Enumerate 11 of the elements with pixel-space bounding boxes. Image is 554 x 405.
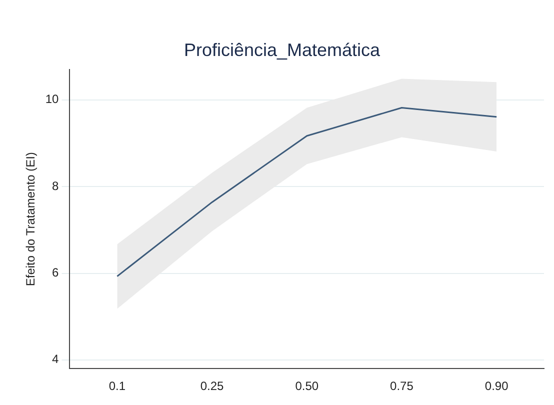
y-tick-label: 4 bbox=[52, 352, 60, 366]
y-tick-label: 8 bbox=[52, 178, 60, 193]
x-tick-label: 0.50 bbox=[295, 379, 319, 394]
y-axis-title: Efeito do Tratamento (EI) bbox=[24, 152, 38, 286]
y-tick-label: 6 bbox=[52, 266, 60, 280]
y-tick-label: 10 bbox=[45, 92, 60, 106]
x-tick-label: 0.1 bbox=[108, 379, 126, 394]
x-tick-label: 0.75 bbox=[390, 379, 414, 394]
x-tick-label: 0.90 bbox=[484, 379, 509, 394]
chart-title: Proficiência_Matemática bbox=[184, 40, 382, 60]
x-tick-label: 0.25 bbox=[200, 379, 224, 394]
